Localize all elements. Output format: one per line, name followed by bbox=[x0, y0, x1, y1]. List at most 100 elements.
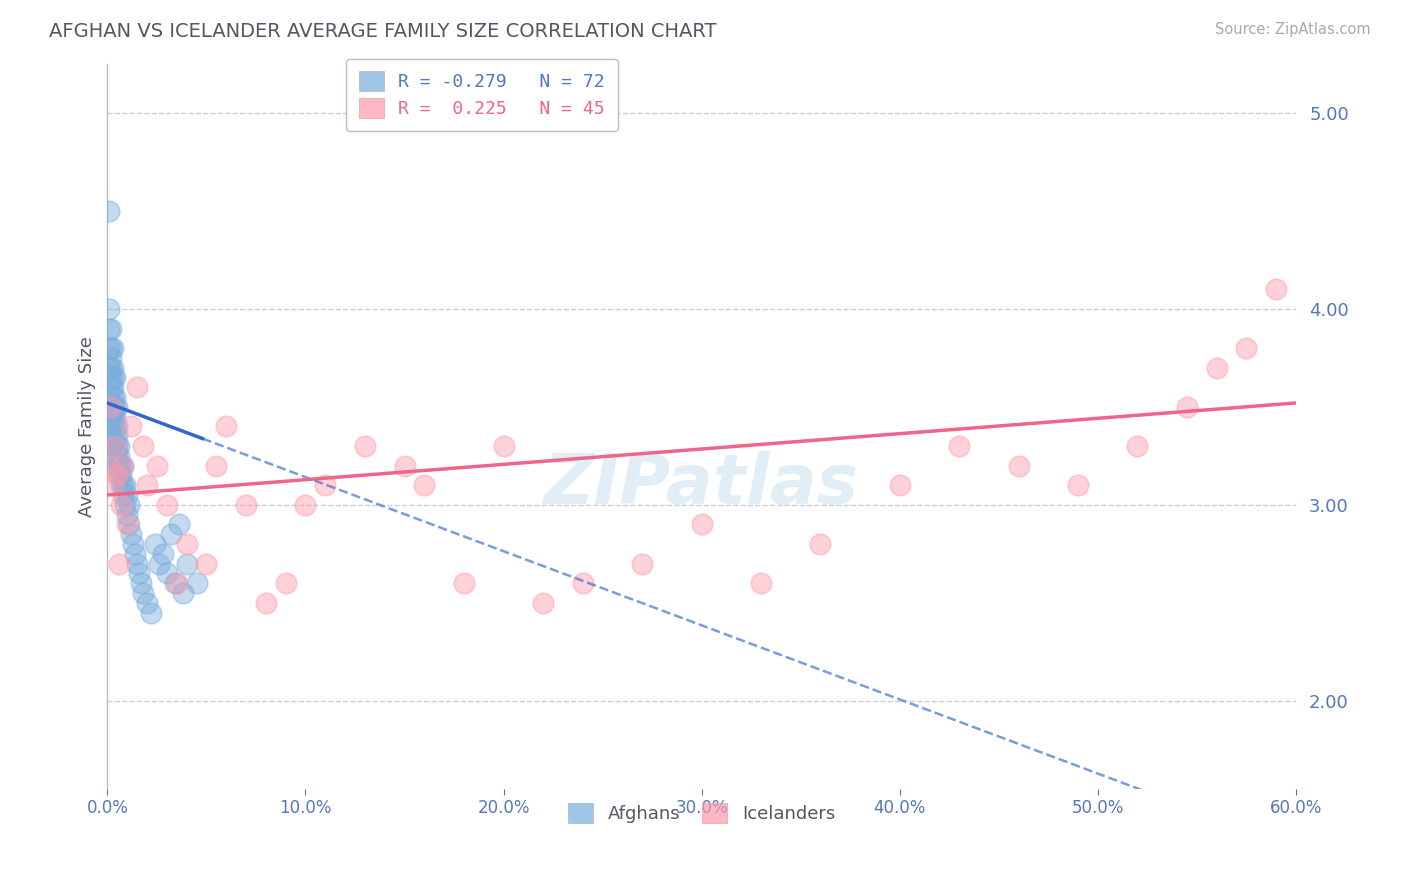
Point bbox=[105, 468, 128, 483]
Point bbox=[948, 439, 970, 453]
Point bbox=[631, 557, 654, 571]
Point bbox=[98, 458, 121, 473]
Y-axis label: Average Family Size: Average Family Size bbox=[79, 336, 96, 516]
Point bbox=[112, 488, 135, 502]
Point bbox=[254, 596, 277, 610]
Point bbox=[120, 527, 142, 541]
Point bbox=[104, 390, 127, 404]
Point bbox=[235, 498, 257, 512]
Point bbox=[129, 576, 152, 591]
Point bbox=[453, 576, 475, 591]
Point bbox=[531, 596, 554, 610]
Point bbox=[105, 400, 128, 414]
Point bbox=[115, 488, 138, 502]
Point bbox=[103, 409, 125, 424]
Point bbox=[112, 458, 135, 473]
Point bbox=[1126, 439, 1149, 453]
Point bbox=[156, 498, 179, 512]
Point bbox=[98, 301, 121, 316]
Point bbox=[122, 537, 145, 551]
Point bbox=[148, 557, 170, 571]
Point bbox=[98, 360, 121, 375]
Text: ZIPatlas: ZIPatlas bbox=[544, 451, 859, 518]
Point bbox=[108, 557, 131, 571]
Point bbox=[100, 419, 122, 434]
Point bbox=[110, 478, 132, 492]
Point bbox=[163, 576, 186, 591]
Point bbox=[810, 537, 832, 551]
Point bbox=[103, 360, 125, 375]
Point bbox=[104, 400, 127, 414]
Point bbox=[205, 458, 228, 473]
Point bbox=[120, 419, 142, 434]
Point bbox=[112, 478, 135, 492]
Point bbox=[1205, 360, 1227, 375]
Point bbox=[103, 400, 125, 414]
Point bbox=[103, 341, 125, 355]
Point bbox=[1234, 341, 1257, 355]
Point bbox=[492, 439, 515, 453]
Point bbox=[98, 204, 121, 219]
Point bbox=[749, 576, 772, 591]
Point bbox=[108, 468, 131, 483]
Point bbox=[98, 390, 121, 404]
Point bbox=[100, 370, 122, 384]
Point bbox=[103, 390, 125, 404]
Point bbox=[105, 429, 128, 443]
Point bbox=[100, 351, 122, 365]
Point bbox=[136, 596, 159, 610]
Point bbox=[100, 400, 122, 414]
Point bbox=[98, 321, 121, 335]
Text: Source: ZipAtlas.com: Source: ZipAtlas.com bbox=[1215, 22, 1371, 37]
Point bbox=[112, 458, 135, 473]
Point bbox=[152, 547, 174, 561]
Point bbox=[100, 360, 122, 375]
Point bbox=[159, 527, 181, 541]
Point bbox=[104, 409, 127, 424]
Point bbox=[1007, 458, 1029, 473]
Point bbox=[172, 586, 194, 600]
Point bbox=[108, 458, 131, 473]
Point bbox=[413, 478, 436, 492]
Point bbox=[118, 498, 141, 512]
Point bbox=[103, 419, 125, 434]
Point bbox=[127, 380, 149, 394]
Point bbox=[394, 458, 416, 473]
Point bbox=[167, 517, 190, 532]
Point bbox=[103, 478, 125, 492]
Point bbox=[136, 478, 159, 492]
Point bbox=[132, 586, 155, 600]
Point bbox=[176, 557, 198, 571]
Point bbox=[103, 380, 125, 394]
Point bbox=[115, 508, 138, 522]
Point bbox=[105, 449, 128, 463]
Legend: Afghans, Icelanders: Afghans, Icelanders bbox=[561, 797, 842, 830]
Point bbox=[889, 478, 911, 492]
Point bbox=[314, 478, 336, 492]
Point bbox=[103, 439, 125, 453]
Point bbox=[118, 517, 141, 532]
Point bbox=[115, 517, 138, 532]
Text: AFGHAN VS ICELANDER AVERAGE FAMILY SIZE CORRELATION CHART: AFGHAN VS ICELANDER AVERAGE FAMILY SIZE … bbox=[49, 22, 717, 41]
Point bbox=[127, 557, 149, 571]
Point bbox=[195, 557, 218, 571]
Point bbox=[143, 537, 166, 551]
Point bbox=[103, 370, 125, 384]
Point bbox=[100, 341, 122, 355]
Point bbox=[274, 576, 297, 591]
Point bbox=[105, 439, 128, 453]
Point bbox=[124, 547, 146, 561]
Point bbox=[215, 419, 238, 434]
Point bbox=[139, 606, 162, 620]
Point bbox=[104, 439, 127, 453]
Point bbox=[114, 498, 136, 512]
Point bbox=[104, 370, 127, 384]
Point bbox=[132, 439, 155, 453]
Point bbox=[1067, 478, 1090, 492]
Point bbox=[100, 321, 122, 335]
Point bbox=[110, 498, 132, 512]
Point bbox=[104, 449, 127, 463]
Point bbox=[100, 380, 122, 394]
Point bbox=[114, 478, 136, 492]
Point bbox=[104, 419, 127, 434]
